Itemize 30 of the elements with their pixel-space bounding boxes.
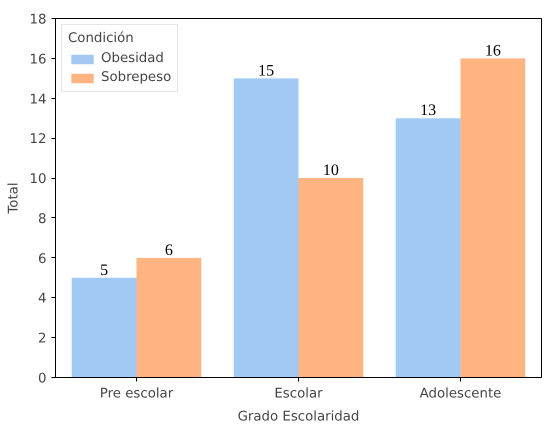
data-label: 15	[258, 62, 274, 80]
bar	[234, 78, 298, 378]
bar	[72, 278, 136, 378]
y-tick-label: 0	[38, 372, 47, 386]
y-tick-label: 16	[30, 52, 47, 68]
y-tick-label: 10	[30, 172, 47, 188]
legend-label: Sobrepeso	[101, 70, 172, 85]
bar	[298, 178, 364, 378]
y-axis-title: Total	[6, 182, 22, 215]
legend-title: Condición	[68, 31, 135, 46]
bar	[136, 258, 202, 378]
data-label: 13	[420, 102, 436, 120]
bar	[460, 58, 526, 378]
x-axis-title: Grado Escolaridad	[238, 410, 360, 424]
x-tick-label: Escolar	[274, 386, 324, 402]
x-tick-label: Pre escolar	[100, 386, 174, 402]
y-tick-label: 4	[38, 292, 47, 307]
y-tick-label: 12	[30, 132, 47, 148]
bar	[396, 118, 460, 378]
y-tick-label: 8	[38, 212, 47, 227]
x-tick-label: Adolescente	[420, 386, 502, 402]
y-tick-label: 14	[30, 92, 47, 108]
data-label: 5	[100, 262, 108, 279]
data-label: 6	[164, 242, 173, 259]
data-label: 16	[484, 42, 501, 60]
y-tick-label: 6	[38, 252, 47, 267]
data-label: 10	[322, 162, 339, 180]
y-tick-label: 18	[30, 12, 47, 28]
y-tick-label: 2	[38, 332, 47, 347]
legend-label: Obesidad	[101, 51, 164, 66]
